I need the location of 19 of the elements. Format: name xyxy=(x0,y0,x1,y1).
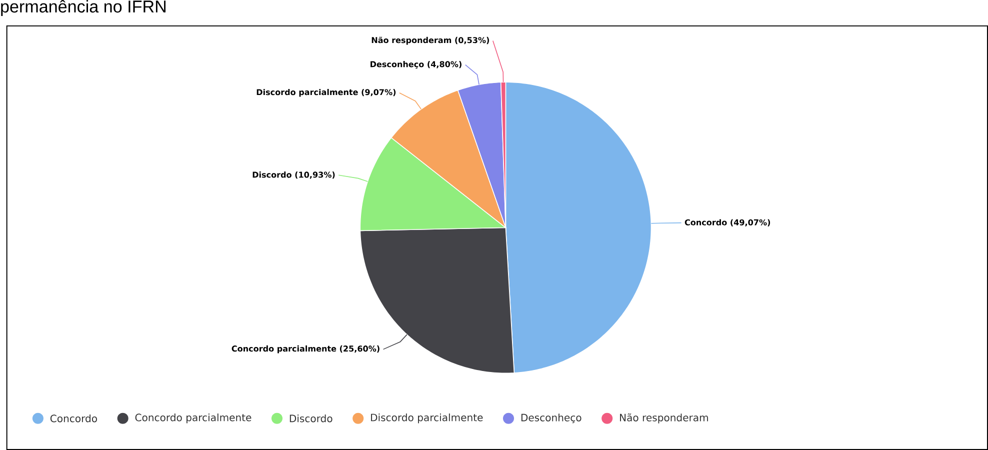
data-label: (10,93%) xyxy=(295,172,335,179)
data-label: (25,60%) xyxy=(340,345,380,353)
slice-label: Desconheço xyxy=(370,61,424,69)
legend-label: Discordo xyxy=(290,414,332,422)
chart-title: permanência no IFRN xyxy=(1,0,166,16)
legend-label: Não responderam xyxy=(620,413,708,424)
data-label: (4,80%) xyxy=(428,61,462,68)
data-label: (0,53%) xyxy=(455,36,489,44)
slice-label: Concordo parcialmente xyxy=(232,345,336,354)
slice-label: Discordo parcialmente xyxy=(256,88,358,97)
legend-label: Discordo parcialmente xyxy=(371,414,483,424)
legend-label: Concordo parcialmente xyxy=(135,414,252,424)
slice-label: Discordo xyxy=(252,172,292,178)
legend-label: Concordo xyxy=(50,414,97,422)
slice-label: Não responderam xyxy=(372,36,452,45)
data-label: (9,07%) xyxy=(362,88,396,96)
slice-label: Concordo xyxy=(684,219,727,226)
data-label: (49,07%) xyxy=(730,219,770,226)
legend-label: Desconheço xyxy=(521,414,582,424)
